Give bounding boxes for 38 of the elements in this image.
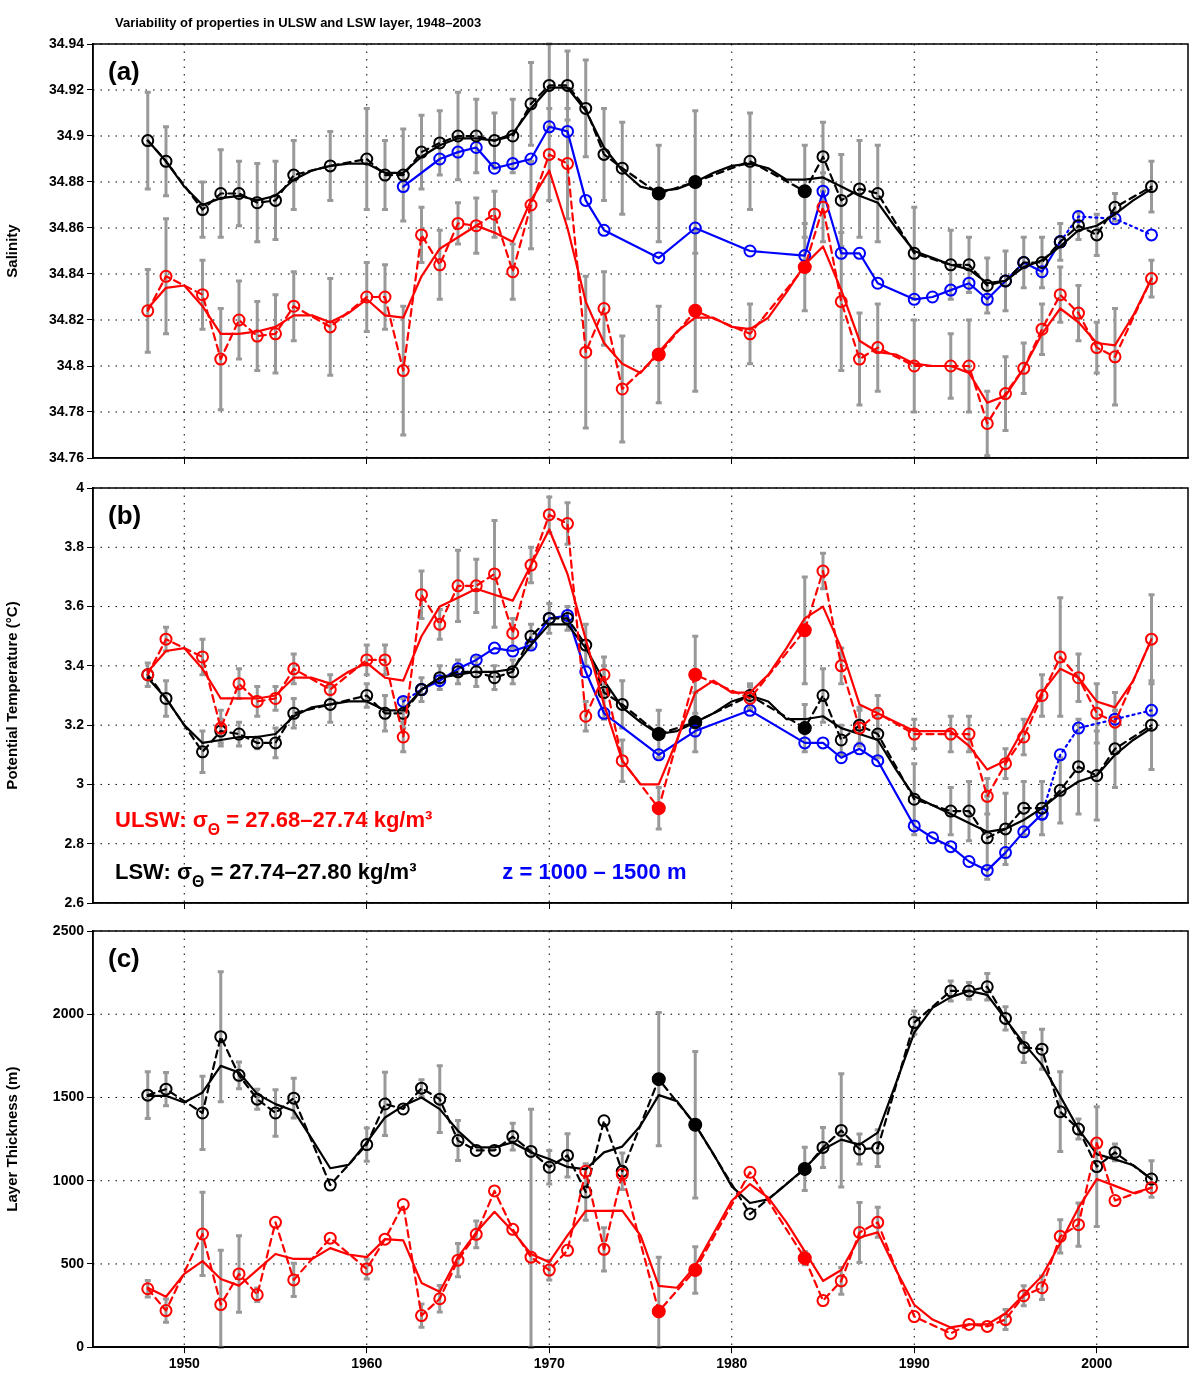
y-tick-label: 1500 [52,1088,85,1105]
y-tick-label: 34.88 [48,172,85,189]
y-tick-label: 34.94 [48,34,85,51]
y-tick-label: 3.2 [64,716,85,732]
chart-title: Variability of properties in ULSW and LSW layer, 1948–2003 [115,15,482,30]
y-axis-title: Salinity [3,223,21,278]
y-tick-label: 34.86 [48,218,85,235]
y-tick-label: 0 [76,1338,85,1355]
y-tick-label: 34.92 [48,80,85,97]
y-tick-label: 3.4 [64,656,85,673]
y-tick-label: 34.76 [48,448,85,465]
annotation: (b) [108,500,142,530]
x-tick-label: 1950 [168,1355,201,1372]
y-tick-label: 3.8 [64,538,85,555]
x-tick-label: 1970 [533,1355,566,1372]
y-tick-label: 34.9 [56,126,85,143]
x-tick-label: 2000 [1081,1355,1113,1372]
x-tick-label: 1990 [898,1355,931,1372]
y-axis-title: Potential Temperature (°C) [3,601,21,790]
x-tick-label: 1980 [716,1355,748,1372]
y-tick-label: 3.6 [64,597,85,614]
y-tick-label: 500 [60,1254,85,1271]
y-tick-label: 2000 [52,1005,85,1022]
y-tick-label: 34.8 [56,356,85,373]
y-tick-label: 3 [76,775,85,792]
y-tick-label: 1000 [52,1171,85,1188]
y-tick-label: 34.82 [48,310,85,327]
y-axis-title: Layer Thickness (m) [3,1066,21,1212]
y-tick-label: 4 [76,478,85,495]
x-tick-label: 1960 [351,1355,383,1372]
y-tick-label: 2500 [52,921,85,938]
y-tick-label: 2.8 [64,834,85,851]
annotation: (c) [108,943,140,973]
text: z = 1000 – 1500 m [502,859,687,884]
y-tick-label: 34.78 [48,402,85,419]
y-tick-label: 34.84 [48,264,85,281]
y-tick-label: 2.6 [64,893,85,910]
annotation: (a) [108,56,140,86]
